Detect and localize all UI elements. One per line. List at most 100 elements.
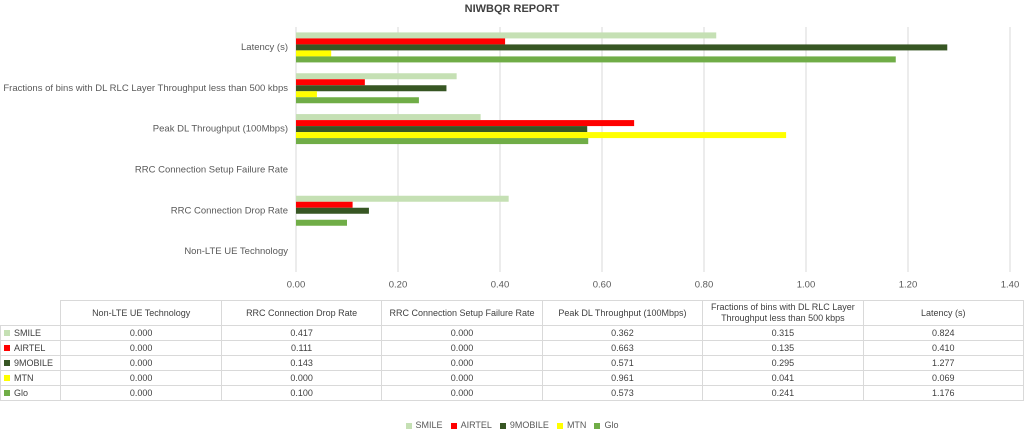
bar bbox=[296, 73, 457, 80]
bar bbox=[296, 56, 896, 63]
series-name: 9MOBILE bbox=[14, 357, 54, 368]
table-row-label: Glo bbox=[0, 385, 62, 401]
table-cell: 0.000 bbox=[60, 340, 222, 356]
table-cell: 0.824 bbox=[862, 325, 1024, 341]
table-cell: 0.000 bbox=[381, 340, 543, 356]
table-cell: 0.410 bbox=[862, 340, 1024, 356]
legend-label: 9MOBILE bbox=[509, 420, 549, 430]
table-cell: 0.000 bbox=[381, 355, 543, 371]
series-name: Glo bbox=[14, 387, 29, 398]
bar bbox=[296, 32, 717, 39]
bar bbox=[296, 207, 369, 214]
bar bbox=[296, 195, 509, 202]
x-tick-label: 0.20 bbox=[389, 280, 408, 291]
bar bbox=[296, 44, 948, 51]
legend-key bbox=[594, 422, 601, 429]
table-row-label: AIRTEL bbox=[0, 340, 62, 356]
bar bbox=[296, 120, 635, 127]
table-cell: 0.241 bbox=[702, 385, 864, 401]
bar bbox=[296, 97, 419, 104]
table-cell: 0.111 bbox=[220, 340, 383, 356]
data-table: Non-LTE UE Technology RRC Connection Drop… bbox=[0, 300, 1024, 401]
table-cell: 0.315 bbox=[702, 325, 864, 341]
table-header-cell: Non-LTE UE Technology bbox=[60, 300, 222, 326]
legend-key bbox=[4, 360, 10, 367]
bar bbox=[296, 219, 347, 226]
bar bbox=[296, 91, 317, 98]
legend: SMILE AIRTEL 9MOBILE MTN Glo bbox=[0, 420, 1024, 430]
legend-key bbox=[556, 422, 563, 429]
table-cell: 1.176 bbox=[862, 385, 1024, 401]
table-row-label: MTN bbox=[0, 370, 62, 386]
bar bbox=[296, 50, 332, 57]
x-tick-label: 1.20 bbox=[899, 280, 918, 291]
legend-key bbox=[4, 330, 10, 337]
x-tick-label: 0.40 bbox=[491, 280, 510, 291]
legend-key bbox=[4, 390, 10, 397]
x-tick-label: 1.40 bbox=[1001, 280, 1020, 291]
table-header-cell: Latency (s) bbox=[862, 300, 1024, 326]
table-cell: 0.000 bbox=[381, 325, 543, 341]
bar bbox=[296, 201, 353, 208]
table-cell: 0.573 bbox=[541, 385, 704, 401]
legend-label: AIRTEL bbox=[460, 420, 492, 430]
legend-item: 9MOBILE bbox=[499, 420, 549, 430]
x-tick-label: 0.60 bbox=[593, 280, 612, 291]
legend-item: Glo bbox=[594, 420, 618, 430]
bar bbox=[296, 114, 481, 121]
table-cell: 0.000 bbox=[220, 370, 383, 386]
table-cell: 0.295 bbox=[702, 355, 864, 371]
legend-key bbox=[4, 375, 10, 382]
table-row: SMILE 0.000 0.417 0.000 0.362 0.315 0.824 bbox=[0, 325, 1024, 341]
legend-key bbox=[405, 422, 412, 429]
legend-key bbox=[4, 345, 10, 352]
table-cell: 0.069 bbox=[862, 370, 1024, 386]
table-row-label: 9MOBILE bbox=[0, 355, 62, 371]
table-corner bbox=[0, 300, 62, 326]
table-row: AIRTEL 0.000 0.111 0.000 0.663 0.135 0.410 bbox=[0, 340, 1024, 356]
table-cell: 0.000 bbox=[60, 325, 222, 341]
bar bbox=[296, 38, 506, 45]
table-header-cell: Peak DL Throughput (100Mbps) bbox=[541, 300, 704, 326]
table-cell: 1.277 bbox=[862, 355, 1024, 371]
table-cell: 0.663 bbox=[541, 340, 704, 356]
legend-label: SMILE bbox=[415, 420, 443, 430]
table-cell: 0.000 bbox=[60, 355, 222, 371]
y-tick-label: RRC Connection Drop Rate bbox=[171, 205, 288, 216]
table-cell: 0.961 bbox=[541, 370, 704, 386]
table-cell: 0.571 bbox=[541, 355, 704, 371]
table-header-cell: RRC Connection Setup Failure Rate bbox=[381, 300, 543, 326]
y-tick-label: Peak DL Throughput (100Mbps) bbox=[153, 124, 288, 135]
series-name: SMILE bbox=[14, 327, 42, 338]
legend-key bbox=[450, 422, 457, 429]
table-cell: 0.000 bbox=[60, 385, 222, 401]
bar bbox=[296, 79, 365, 86]
legend-label: MTN bbox=[566, 420, 587, 430]
x-tick-label: 0.00 bbox=[287, 280, 306, 291]
table-cell: 0.362 bbox=[541, 325, 704, 341]
x-tick-label: 0.80 bbox=[695, 280, 714, 291]
table-row: 9MOBILE 0.000 0.143 0.000 0.571 0.295 1.277 bbox=[0, 355, 1024, 371]
table-cell: 0.000 bbox=[60, 370, 222, 386]
bar bbox=[296, 138, 589, 145]
table-row-label: SMILE bbox=[0, 325, 62, 341]
table-cell: 0.417 bbox=[220, 325, 383, 341]
x-tick-label: 1.00 bbox=[797, 280, 816, 291]
table-cell: 0.100 bbox=[220, 385, 383, 401]
legend-item: SMILE bbox=[405, 420, 443, 430]
legend-item: MTN bbox=[556, 420, 587, 430]
bar bbox=[296, 132, 787, 139]
table-cell: 0.000 bbox=[381, 385, 543, 401]
y-tick-label: Non-LTE UE Technology bbox=[184, 246, 288, 257]
table-cell: 0.000 bbox=[381, 370, 543, 386]
table-header-cell: RRC Connection Drop Rate bbox=[220, 300, 383, 326]
y-tick-label: Latency (s) bbox=[241, 42, 288, 53]
bar bbox=[296, 85, 447, 92]
chart: NIWBQR REPORT 0.00 0.20 0.40 0.60 0.80 1.00 1.… bbox=[3, 3, 1020, 291]
series-name: AIRTEL bbox=[14, 342, 46, 353]
table-row: MTN 0.000 0.000 0.000 0.961 0.041 0.069 bbox=[0, 370, 1024, 386]
table-header-row: Non-LTE UE Technology RRC Connection Drop… bbox=[0, 300, 1024, 326]
y-tick-label: RRC Connection Setup Failure Rate bbox=[135, 164, 288, 175]
series-name: MTN bbox=[14, 372, 34, 383]
